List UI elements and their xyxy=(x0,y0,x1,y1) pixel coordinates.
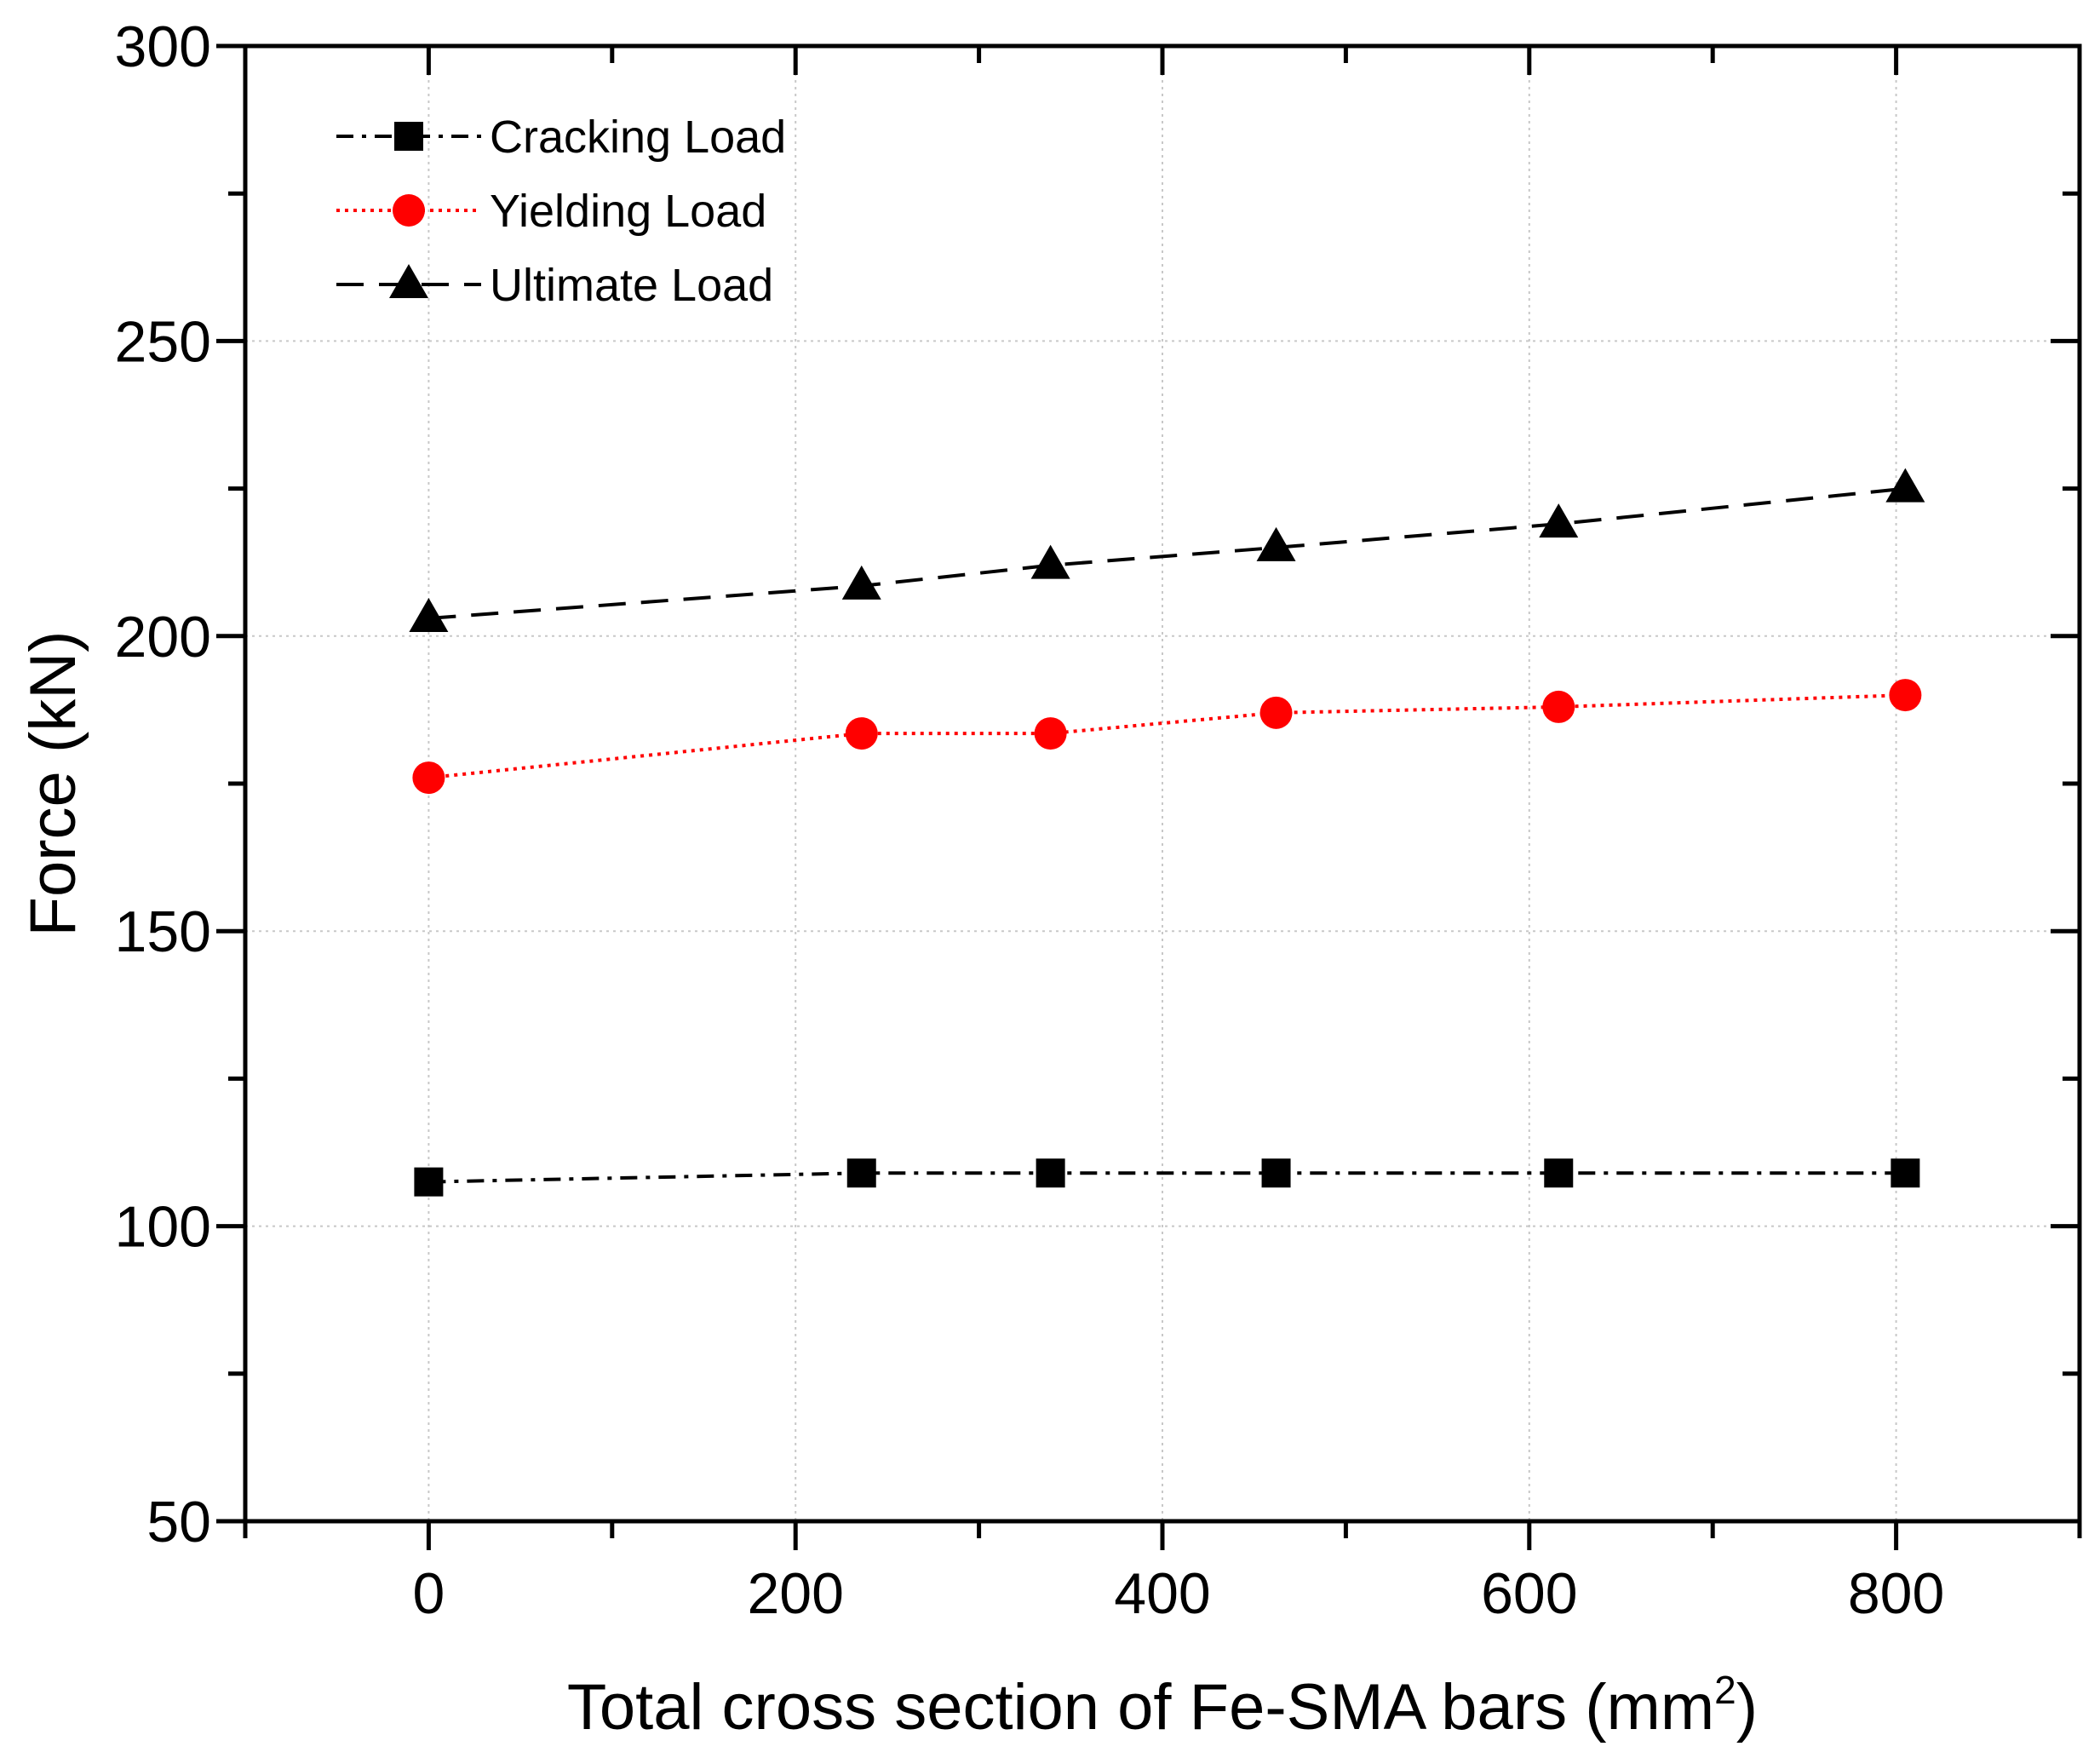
data-point-cracking-load-2 xyxy=(1036,1158,1065,1188)
legend-label-ultimate-load: Ultimate Load xyxy=(490,260,773,311)
data-point-ultimate-load-2 xyxy=(1030,544,1070,579)
legend-item-cracking-load: Cracking Load xyxy=(336,112,786,163)
x-axis-title-main: Total cross section of Fe-SMA bars (mm xyxy=(567,1671,1714,1744)
y-tick-label-50: 50 xyxy=(146,1490,211,1554)
series-layer xyxy=(409,468,1925,1197)
series-cracking-load xyxy=(414,1158,1920,1197)
data-point-yielding-load-3 xyxy=(1259,696,1293,729)
y-tick-label-150: 150 xyxy=(115,899,211,964)
data-point-ultimate-load-0 xyxy=(409,598,449,633)
legend-marker-ultimate-load xyxy=(389,264,428,298)
data-point-yielding-load-0 xyxy=(412,761,445,795)
x-axis-title: Total cross section of Fe-SMA bars (mm2) xyxy=(567,1668,1758,1744)
legend-item-ultimate-load: Ultimate Load xyxy=(336,260,773,311)
data-point-cracking-load-1 xyxy=(846,1158,876,1188)
legend-label-yielding-load: Yielding Load xyxy=(490,186,766,237)
series-ultimate-load xyxy=(409,468,1925,633)
y-tick-label-100: 100 xyxy=(115,1195,211,1260)
x-axis-title-superscript: 2 xyxy=(1714,1668,1736,1712)
data-point-yielding-load-5 xyxy=(1889,679,1922,712)
legend-item-yielding-load: Yielding Load xyxy=(336,186,766,237)
data-point-ultimate-load-1 xyxy=(841,565,881,600)
data-point-ultimate-load-4 xyxy=(1539,503,1579,538)
x-tick-label-800: 800 xyxy=(1848,1561,1944,1626)
x-axis-title-suffix: ) xyxy=(1736,1671,1758,1744)
y-axis-title: Force (kN) xyxy=(17,631,89,937)
data-point-yielding-load-2 xyxy=(1034,717,1067,750)
x-tick-label-200: 200 xyxy=(747,1561,843,1626)
series-line-ultimate-load xyxy=(428,486,1906,621)
y-tick-label-300: 300 xyxy=(115,14,211,79)
x-tick-label-0: 0 xyxy=(412,1561,445,1626)
x-tick-label-400: 400 xyxy=(1114,1561,1210,1626)
data-point-yielding-load-4 xyxy=(1542,690,1575,723)
tick-layer: 0 200 400 600 800 50 100 150 200 250 300 xyxy=(115,14,2082,1626)
legend-layer: Cracking Load Yielding Load Ultimate Load xyxy=(336,112,786,311)
y-tick-label-250: 250 xyxy=(115,309,211,374)
series-line-cracking-load xyxy=(428,1171,1906,1184)
series-line-yielding-load xyxy=(428,693,1906,780)
data-point-cracking-load-0 xyxy=(414,1167,444,1197)
legend-marker-yielding-load xyxy=(393,194,425,227)
x-tick-label-600: 600 xyxy=(1481,1561,1577,1626)
legend-marker-cracking-load xyxy=(394,122,423,151)
y-tick-label-200: 200 xyxy=(115,605,211,669)
data-point-cracking-load-3 xyxy=(1261,1158,1291,1188)
data-point-cracking-load-4 xyxy=(1544,1158,1574,1188)
legend-label-cracking-load: Cracking Load xyxy=(490,112,786,163)
data-point-ultimate-load-5 xyxy=(1885,468,1925,503)
data-point-yielding-load-1 xyxy=(845,717,878,750)
data-point-cracking-load-5 xyxy=(1891,1158,1920,1188)
series-yielding-load xyxy=(412,679,1922,795)
data-point-ultimate-load-3 xyxy=(1256,526,1296,561)
